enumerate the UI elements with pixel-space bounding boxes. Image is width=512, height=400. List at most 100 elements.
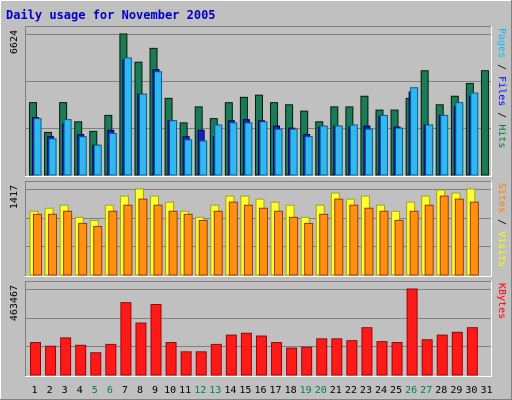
bar-sites xyxy=(349,204,359,276)
x-tick-label: 2 xyxy=(47,385,53,396)
legend-kbytes: KBytes xyxy=(496,283,507,319)
bar-sites xyxy=(168,210,178,276)
bar-sites xyxy=(198,219,208,276)
bar-sites xyxy=(319,213,329,276)
bar-sites xyxy=(439,195,449,276)
series-sites xyxy=(33,195,479,276)
bar-pages xyxy=(379,114,388,176)
x-tick-label: 10 xyxy=(164,385,176,396)
bar-kbytes xyxy=(391,342,403,376)
bar-kbytes xyxy=(150,303,162,376)
chart-title: Daily usage for November 2005 xyxy=(6,8,216,22)
legend-entry: / xyxy=(496,213,507,231)
x-tick-label: 18 xyxy=(285,385,297,396)
x-tick-label: 6 xyxy=(107,385,113,396)
legend-hits-files-pages: Pages / Files / Hits xyxy=(496,28,507,148)
bar-pages xyxy=(154,71,163,176)
bar-kbytes xyxy=(90,352,102,376)
legend-entry: Visits xyxy=(496,231,507,267)
bar-kbytes xyxy=(346,340,358,376)
bar-kbytes xyxy=(30,342,41,376)
bar-kbytes xyxy=(195,351,207,376)
x-tick-label: 13 xyxy=(209,385,221,396)
bar-sites xyxy=(123,204,133,276)
bar-pages xyxy=(63,119,72,176)
bar-pages xyxy=(108,132,117,176)
bar-pages xyxy=(123,57,132,176)
x-axis: 1 2 3 4 5 6 7 8 9 10 11 12 13 14 15 16 17 18 19 20 21 22 23 24 2… xyxy=(32,385,493,396)
x-tick-label: 16 xyxy=(254,385,266,396)
bar-sites xyxy=(274,210,284,276)
series-pages xyxy=(33,57,479,176)
bar-kbytes xyxy=(180,351,192,376)
bar-sites xyxy=(243,204,253,276)
bar-hits xyxy=(480,70,489,176)
x-tick-label: 25 xyxy=(390,385,402,396)
bar-kbytes xyxy=(466,327,478,376)
bar-kbytes xyxy=(331,338,343,376)
x-tick-label: 27 xyxy=(420,385,432,396)
bar-kbytes xyxy=(376,341,388,376)
bar-kbytes xyxy=(210,343,222,376)
bar-sites xyxy=(93,225,103,276)
x-tick-label: 21 xyxy=(330,385,342,396)
x-tick-label: 24 xyxy=(375,385,387,396)
bar-pages xyxy=(169,120,178,176)
bar-pages xyxy=(440,114,449,176)
bar-sites xyxy=(394,219,404,276)
bar-kbytes xyxy=(225,334,237,376)
panel-kbytes: 463467 KBytes xyxy=(9,281,507,377)
bar-pages xyxy=(410,87,419,176)
bar-sites xyxy=(424,204,434,276)
bar-kbytes xyxy=(406,288,418,376)
bar-sites xyxy=(304,222,314,276)
x-tick-label: 23 xyxy=(360,385,372,396)
x-tick-label: 22 xyxy=(345,385,357,396)
legend-entry: / xyxy=(496,58,507,76)
bar-sites xyxy=(108,210,118,276)
bar-pages xyxy=(274,128,283,176)
x-tick-label: 5 xyxy=(92,385,98,396)
x-tick-label: 8 xyxy=(137,385,143,396)
legend-entry: Hits xyxy=(496,124,507,148)
bar-sites xyxy=(78,222,88,276)
bar-pages xyxy=(289,128,298,176)
x-tick-label: 12 xyxy=(194,385,206,396)
bar-pages xyxy=(395,127,404,176)
bar-pages xyxy=(199,140,208,176)
bar-kbytes xyxy=(75,344,87,376)
bar-pages xyxy=(304,136,313,176)
legend-entry: Pages xyxy=(496,28,507,58)
bar-pages xyxy=(48,138,57,176)
bar-kbytes xyxy=(271,342,283,376)
bar-kbytes xyxy=(436,334,448,376)
x-tick-label: 14 xyxy=(224,385,236,396)
bar-pages xyxy=(229,122,238,176)
x-tick-label: 7 xyxy=(122,385,128,396)
panel-visits-sites: 1417 Sites / Visits xyxy=(9,181,507,277)
bar-kbytes xyxy=(255,335,267,376)
bar-sites xyxy=(63,210,73,276)
legend-entry: / xyxy=(496,106,507,124)
bar-kbytes xyxy=(120,302,132,376)
bar-pages xyxy=(244,122,253,176)
x-tick-label: 31 xyxy=(480,385,492,396)
x-tick-label: 20 xyxy=(315,385,327,396)
bar-pages xyxy=(78,136,87,176)
bar-pages xyxy=(425,124,434,176)
x-tick-label: 30 xyxy=(465,385,477,396)
bar-pages xyxy=(364,128,373,176)
bar-sites xyxy=(138,198,148,276)
bar-kbytes xyxy=(421,339,433,376)
x-tick-label: 9 xyxy=(152,385,158,396)
bar-sites xyxy=(289,216,299,276)
bar-pages xyxy=(259,121,268,176)
x-tick-label: 26 xyxy=(405,385,417,396)
bar-pages xyxy=(138,93,147,176)
bar-kbytes xyxy=(60,337,72,376)
bar-sites xyxy=(454,198,464,276)
series-kbytes xyxy=(30,288,478,376)
y-max-label: 1417 xyxy=(9,185,20,209)
